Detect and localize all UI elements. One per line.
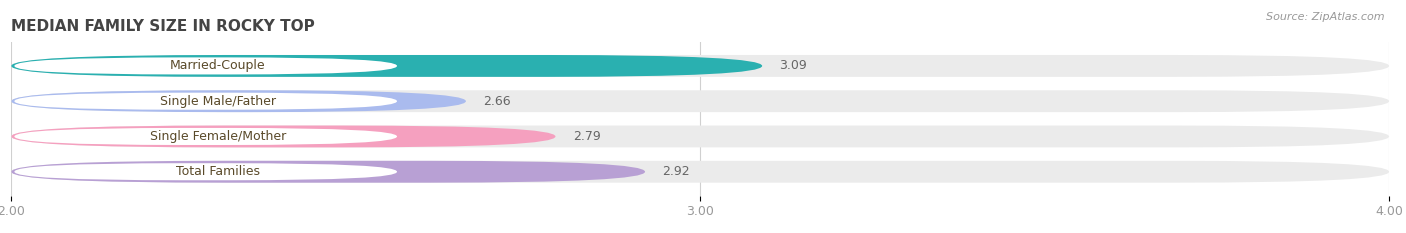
Text: MEDIAN FAMILY SIZE IN ROCKY TOP: MEDIAN FAMILY SIZE IN ROCKY TOP [11, 19, 315, 34]
FancyBboxPatch shape [11, 126, 1389, 147]
FancyBboxPatch shape [11, 161, 645, 183]
FancyBboxPatch shape [14, 57, 396, 75]
FancyBboxPatch shape [14, 128, 396, 145]
Text: 3.09: 3.09 [779, 59, 807, 72]
Text: Source: ZipAtlas.com: Source: ZipAtlas.com [1267, 12, 1385, 22]
FancyBboxPatch shape [14, 163, 396, 180]
FancyBboxPatch shape [11, 90, 1389, 112]
Text: Total Families: Total Families [176, 165, 260, 178]
FancyBboxPatch shape [11, 55, 1389, 77]
FancyBboxPatch shape [11, 126, 555, 147]
Text: Married-Couple: Married-Couple [170, 59, 266, 72]
FancyBboxPatch shape [11, 55, 762, 77]
FancyBboxPatch shape [11, 90, 465, 112]
FancyBboxPatch shape [11, 161, 1389, 183]
Text: Single Male/Father: Single Male/Father [160, 95, 276, 108]
Text: 2.66: 2.66 [484, 95, 510, 108]
Text: 2.92: 2.92 [662, 165, 690, 178]
Text: Single Female/Mother: Single Female/Mother [150, 130, 285, 143]
FancyBboxPatch shape [14, 93, 396, 110]
Text: 2.79: 2.79 [572, 130, 600, 143]
